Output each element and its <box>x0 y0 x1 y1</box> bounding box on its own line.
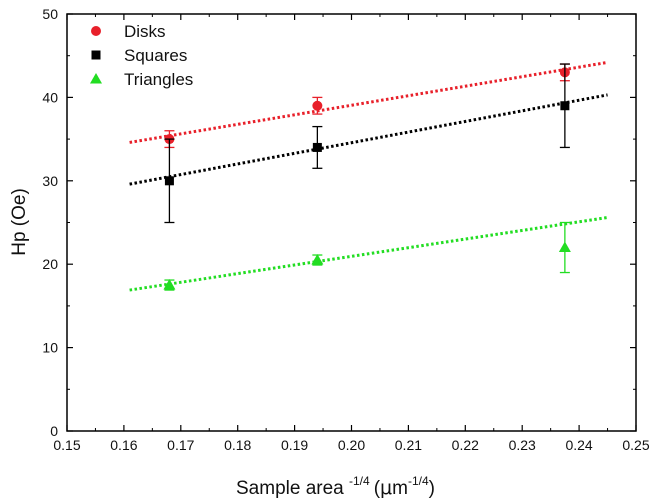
legend-marker-triangles <box>90 73 102 84</box>
x-tick-label: 0.21 <box>395 437 422 453</box>
point-disks <box>312 100 323 111</box>
x-axis-title-open: ( <box>374 478 381 499</box>
y-axis-ticks: 0 10 20 30 40 50 <box>42 6 636 439</box>
point-triangles <box>558 241 571 253</box>
y-tick-label: 40 <box>42 89 58 105</box>
y-axis-title: Hp (Oe) <box>9 188 30 256</box>
y-tick-label: 50 <box>42 6 58 22</box>
point-squares <box>164 176 174 186</box>
x-tick-label: 0.17 <box>167 437 194 453</box>
fit-line-triangles <box>129 216 608 292</box>
x-axis-title: Sample area -1/4 (μm-1/4) <box>236 474 435 499</box>
y-tick-label: 20 <box>42 256 58 272</box>
x-tick-label: 0.25 <box>622 437 649 453</box>
x-tick-label: 0.24 <box>565 437 592 453</box>
legend-label-disks: Disks <box>124 22 166 41</box>
legend: Disks Squares Triangles <box>90 22 193 89</box>
data-points <box>163 63 571 291</box>
legend-label-triangles: Triangles <box>124 70 193 89</box>
x-axis-title-sup1: -1/4 <box>349 474 370 488</box>
x-axis-title-mu: μ <box>380 477 392 499</box>
x-tick-label: 0.19 <box>281 437 308 453</box>
y-tick-label: 30 <box>42 173 58 189</box>
x-axis-ticks: 0.15 0.16 0.17 0.18 0.19 0.20 0.21 0.22 0.23 0.24… <box>53 14 650 453</box>
x-axis-title-close: ) <box>429 478 435 499</box>
legend-label-squares: Squares <box>124 46 187 65</box>
x-tick-label: 0.22 <box>452 437 479 453</box>
x-axis-title-sup2: -1/4 <box>408 474 429 488</box>
x-axis-title-main: Sample area <box>236 478 344 499</box>
legend-markers <box>90 26 102 84</box>
x-tick-label: 0.15 <box>53 437 80 453</box>
point-squares <box>312 142 322 152</box>
x-axis-title-unit: m <box>392 478 408 499</box>
legend-marker-disks <box>91 26 101 36</box>
y-tick-label: 10 <box>42 340 58 356</box>
x-tick-label: 0.23 <box>509 437 536 453</box>
point-triangles <box>311 254 324 265</box>
fit-line-disks <box>129 60 608 144</box>
point-squares <box>560 101 570 111</box>
point-triangles <box>163 279 176 290</box>
y-tick-label: 0 <box>50 423 58 439</box>
fit-line-squares <box>129 93 608 186</box>
x-tick-label: 0.20 <box>338 437 365 453</box>
x-tick-label: 0.18 <box>224 437 251 453</box>
x-tick-label: 0.16 <box>110 437 137 453</box>
fit-lines <box>129 60 608 292</box>
legend-marker-squares <box>91 50 101 60</box>
